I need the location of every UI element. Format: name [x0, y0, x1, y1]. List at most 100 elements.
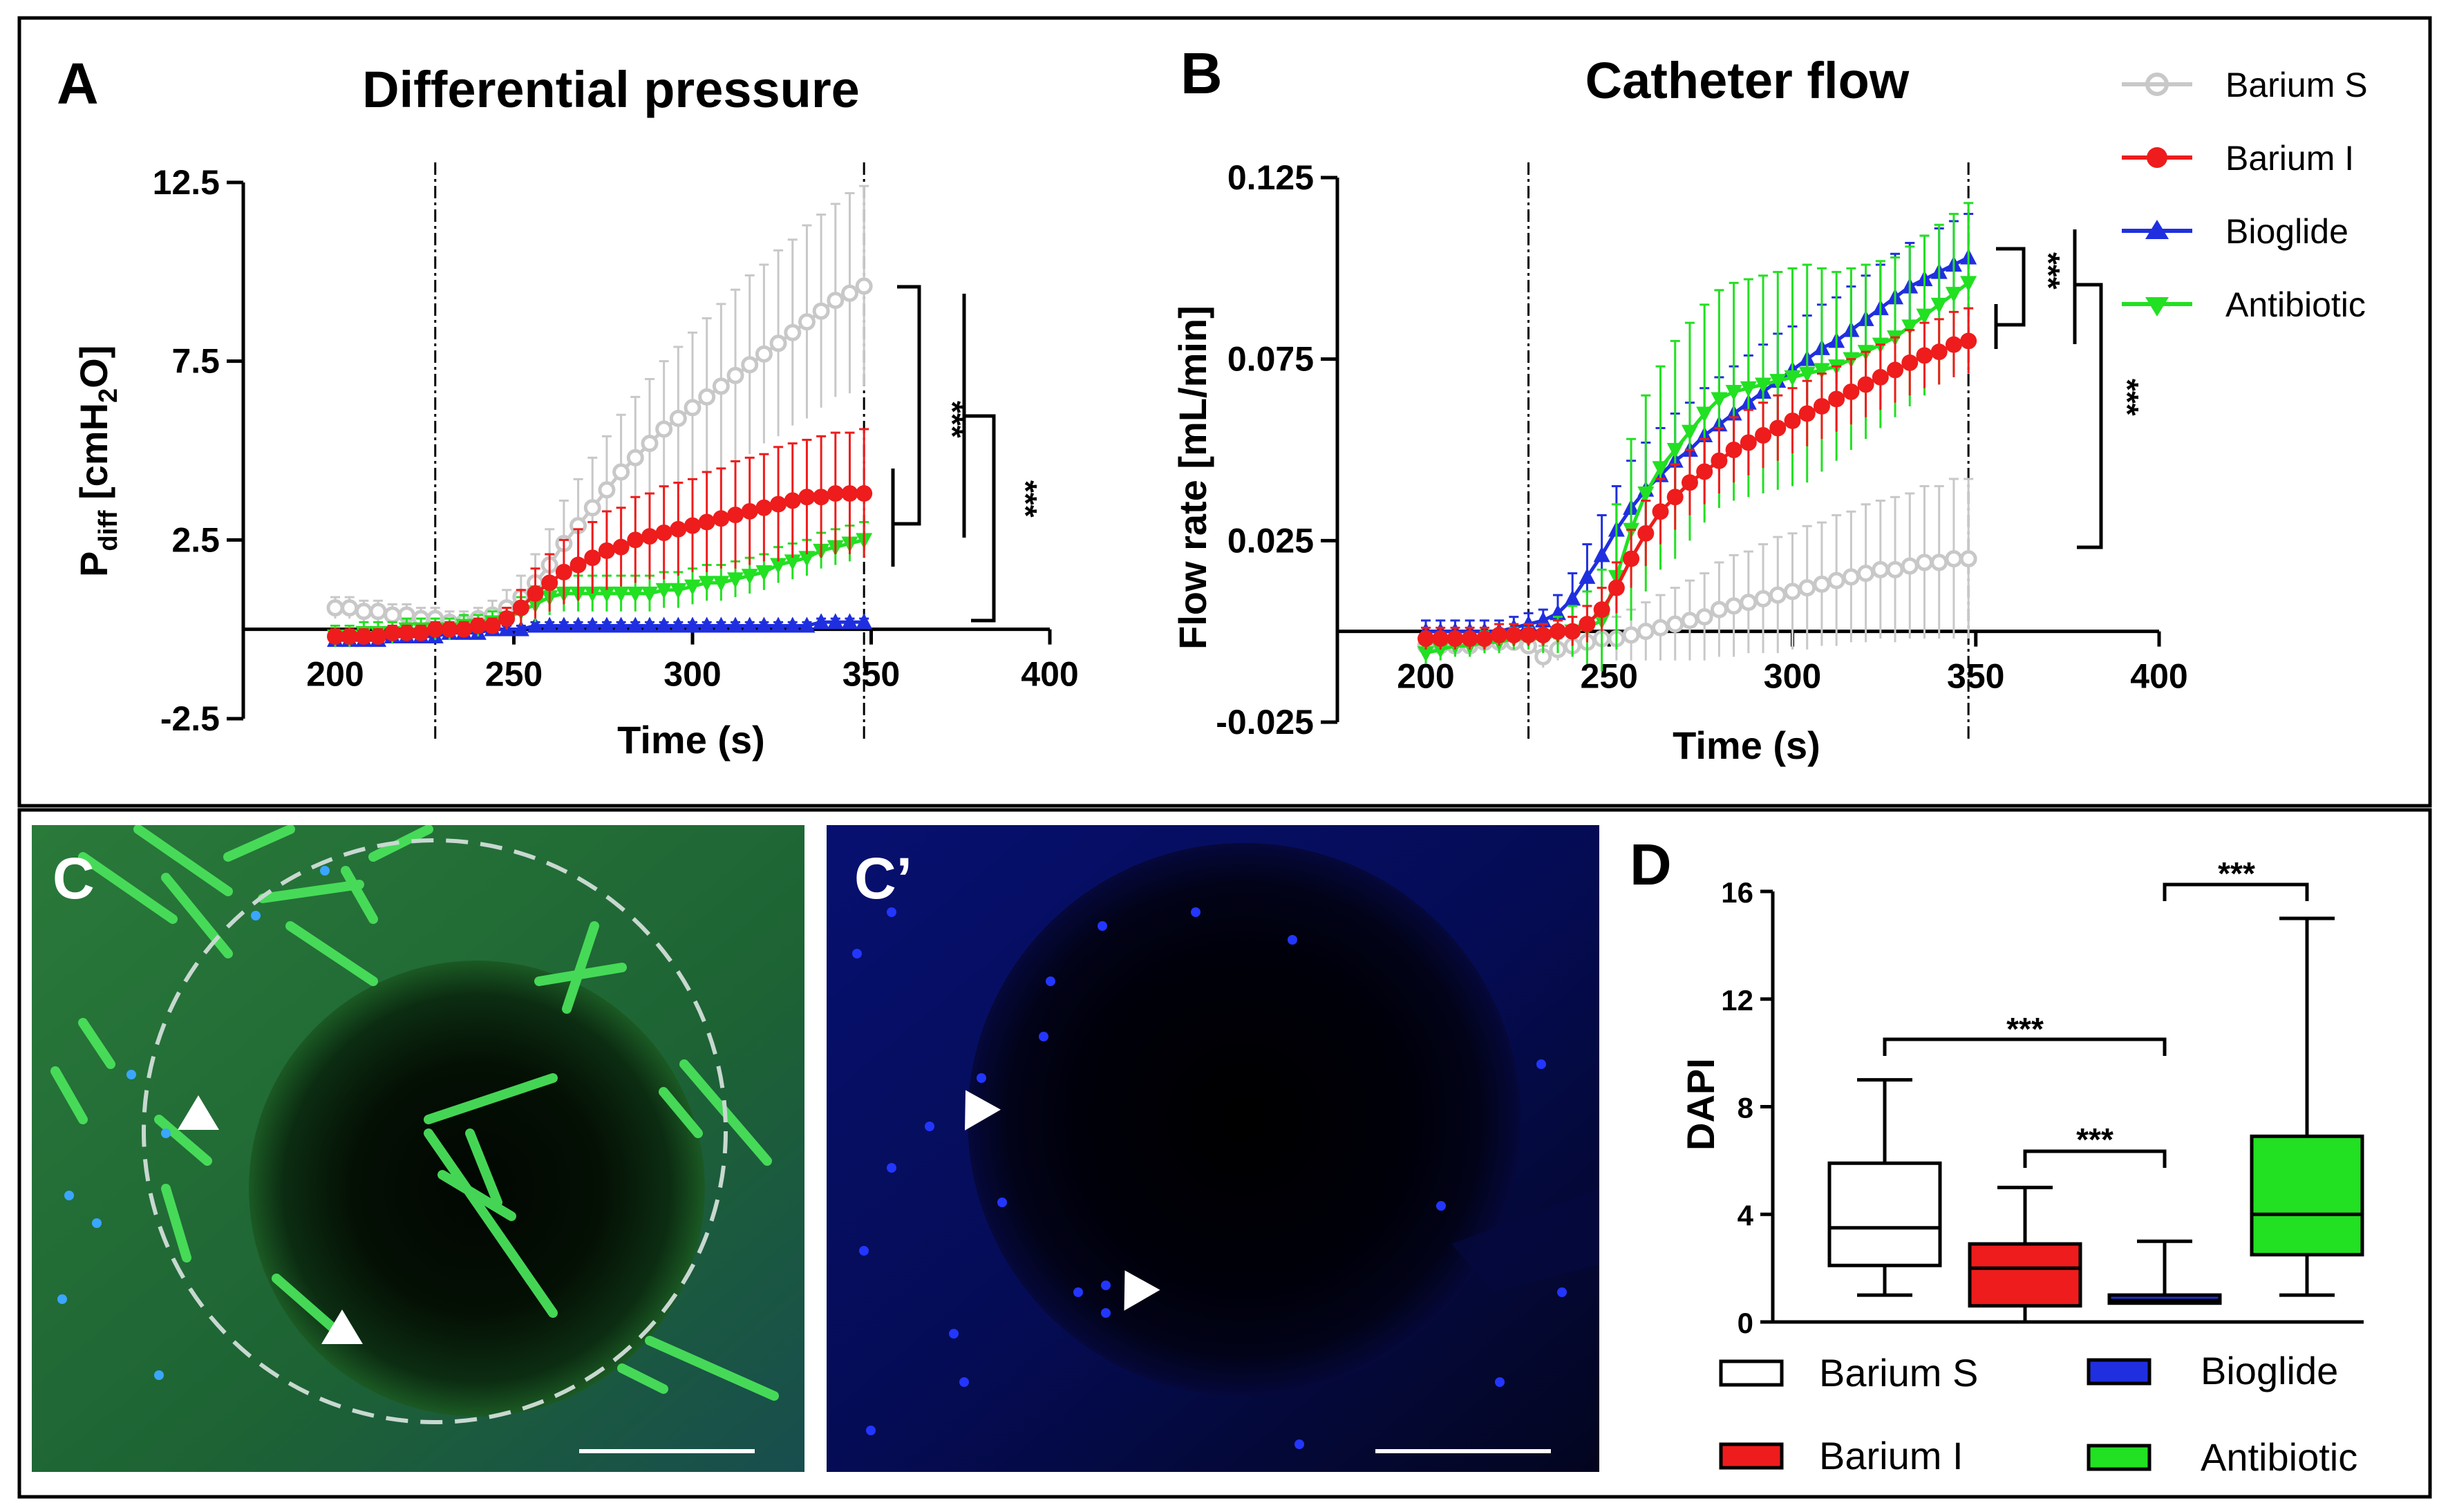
chart-a-point-barium_i	[684, 517, 701, 534]
legend-d-swatch-barium-s	[1719, 1359, 1784, 1387]
chart-d-y-tick-label: 4	[1738, 1199, 1754, 1231]
chart-a-point-barium_i	[670, 520, 687, 538]
chart-a-point-antibiotic	[698, 576, 715, 592]
chart-b-x-tick-label: 400	[2130, 657, 2187, 696]
chart-a-point-bioglide	[727, 616, 744, 633]
chart-a-series-barium_s	[326, 185, 873, 633]
chart-a-point-antibiotic	[612, 586, 630, 603]
chart-b-point-barium_s	[1754, 589, 1772, 607]
chart-a-point-barium_s	[712, 377, 730, 395]
chart-a-y-tick-label: 12.5	[153, 163, 220, 202]
chart-a-point-barium_s	[812, 302, 830, 320]
chart-a-x-tick-label: 350	[842, 655, 900, 694]
chart-b-point-antibiotic	[1418, 646, 1434, 663]
legend-d-swatch-barium-i	[1719, 1442, 1784, 1470]
chart-a-point-bioglide	[813, 613, 830, 630]
chart-b-point-barium_i	[1740, 434, 1757, 451]
legend-label-antibiotic: Antibiotic	[2225, 285, 2366, 324]
chart-a-point-barium_i	[798, 489, 816, 506]
chart-d-box-bioglide	[2107, 1239, 2222, 1305]
chart-a-point-antibiotic	[598, 586, 615, 603]
chart-b-point-barium_s	[1930, 554, 1948, 571]
chart-b-point-antibiotic	[1930, 297, 1948, 314]
chart-a-point-barium_i	[527, 585, 544, 602]
chart-b-point-barium_i	[1725, 442, 1742, 458]
arrowhead-cp-1	[965, 1090, 1001, 1131]
chart-a-point-barium_i	[541, 574, 558, 592]
chart-a-point-barium_s	[612, 463, 630, 481]
chart-b-series-barium_s	[1417, 478, 1977, 668]
chart-a-point-barium_s	[369, 603, 387, 621]
chart-b-y-tick-label: 0.075	[1227, 340, 1314, 379]
chart-b-point-antibiotic	[1784, 370, 1801, 386]
chart-b-point-barium_i	[1828, 390, 1845, 408]
chart-a-point-barium_i	[341, 628, 358, 645]
chart-a-point-bioglide	[512, 620, 529, 636]
chart-b-point-barium_s	[1813, 575, 1831, 593]
chart-a-point-barium_i	[327, 628, 343, 645]
legend-d-label-antibiotic: Antibiotic	[2201, 1435, 2357, 1479]
chart-a-point-barium_i	[727, 507, 744, 524]
chart-a-significance: *** ***	[891, 285, 1044, 623]
legend-item-antibiotic: Antibiotic	[2122, 285, 2366, 324]
chart-b-point-barium_i	[1447, 630, 1464, 648]
chart-b-point-antibiotic	[1681, 424, 1698, 441]
chart-b-point-barium_s	[1740, 594, 1758, 612]
chart-a-title: Differential pressure	[362, 61, 860, 118]
chart-b-point-antibiotic	[1432, 642, 1449, 659]
chart-a-point-bioglide	[755, 616, 773, 633]
chart-a-point-barium_i	[627, 531, 644, 549]
ylabel-a-main: P	[72, 551, 115, 577]
chart-b-point-barium_s	[1827, 571, 1845, 589]
chart-d-box-barium_s	[1827, 1078, 1942, 1297]
chart-a-point-bioglide	[598, 616, 615, 633]
chart-a-point-barium_i	[469, 617, 487, 634]
legend-label-barium-i: Barium I	[2225, 139, 2354, 178]
region-circle	[142, 838, 728, 1424]
chart-b-line-barium_i	[1426, 339, 1969, 641]
chart-a-point-barium_s	[583, 499, 601, 517]
chart-a-point-antibiotic	[627, 586, 644, 603]
chart-b-point-antibiotic	[1769, 374, 1787, 390]
bottom-frame	[17, 808, 2432, 1499]
chart-b-point-barium_s	[1637, 623, 1655, 641]
chart-b-point-barium_s	[1945, 550, 1963, 568]
chart-a-point-barium_s	[598, 481, 616, 499]
chart-b-point-bioglide	[1564, 589, 1581, 606]
chart-b-point-antibiotic	[1960, 276, 1977, 292]
chart-a-point-barium_i	[856, 485, 873, 502]
chart-a-point-barium_i	[384, 624, 401, 641]
chart-a-point-barium_i	[413, 624, 430, 641]
ylabel-a-sub2: 2	[94, 388, 123, 403]
legend-marker-barium-s	[2145, 73, 2169, 96]
chart-b-point-barium_i	[1666, 489, 1684, 506]
chart-a-point-barium_s	[655, 420, 673, 438]
chart-b-point-barium_i	[1505, 626, 1523, 643]
chart-a-point-bioglide	[784, 616, 801, 633]
chart-d-iqr-barium_i	[1968, 1242, 2082, 1308]
top-frame	[17, 16, 2432, 808]
chart-b-point-barium_i	[1930, 343, 1948, 361]
chart-d-significance: *** *** ***	[1883, 856, 2309, 1168]
chart-b-point-barium_s	[1769, 586, 1787, 604]
chart-a-y-tick-label: 2.5	[171, 520, 220, 559]
chart-a-point-bioglide	[612, 616, 630, 633]
chart-a-point-barium_i	[813, 489, 830, 506]
legend-d-label-barium-s: Barium S	[1819, 1351, 1978, 1395]
chart-a-point-barium_s	[755, 345, 773, 363]
sig-d-1: ***	[2006, 1011, 2044, 1047]
chart-b-point-barium_s	[1622, 626, 1640, 644]
chart-b-point-barium_s	[1652, 618, 1670, 636]
chart-a-point-barium_s	[741, 356, 759, 374]
chart-b-y-tick-label: -0.025	[1216, 703, 1314, 741]
sig-b-1: ***	[2031, 252, 2066, 290]
chart-b-significance: *** ***	[1994, 229, 2145, 549]
chart-a-point-barium_i	[555, 563, 572, 580]
chart-a-point-barium_i	[598, 542, 615, 559]
legend-item-barium-s: Barium S	[2122, 66, 2368, 104]
chart-a-point-bioglide	[569, 616, 587, 633]
chart-a-point-barium_s	[798, 313, 816, 331]
bracket-a-1	[897, 285, 921, 526]
chart-a-x-tick-label: 300	[663, 655, 721, 694]
